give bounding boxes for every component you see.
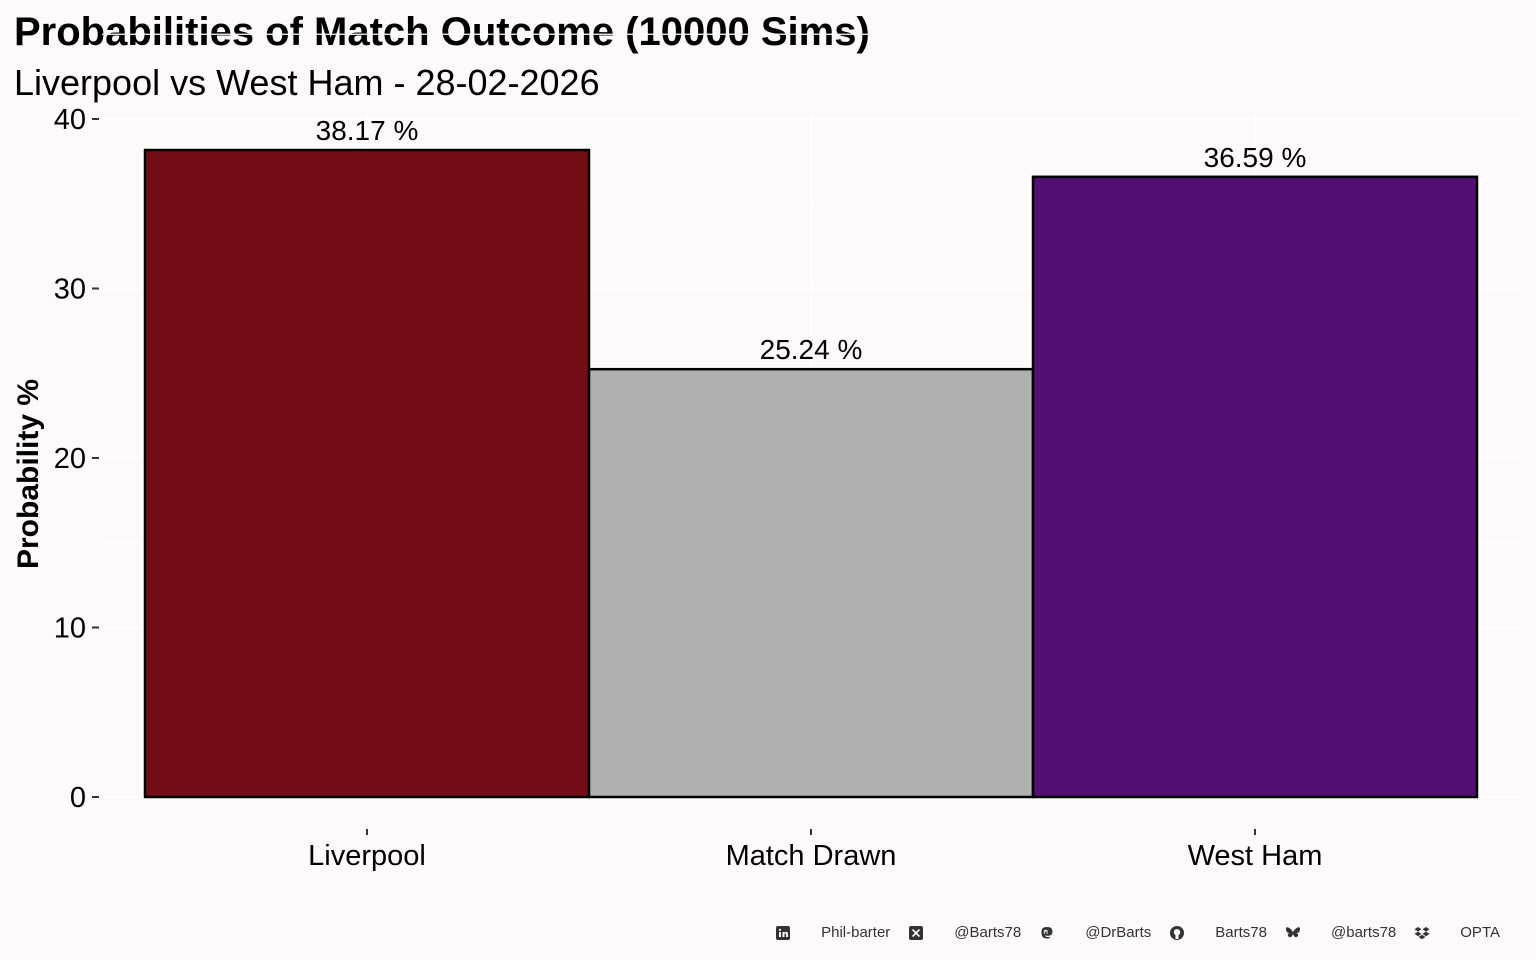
y-axis-label: Probability % [12,379,45,569]
linkedin-icon [775,925,791,941]
footer-text-linkedin: Phil-barter [821,924,891,941]
chart-title: Probabilities of Match Outcome (10000 Si… [14,10,870,54]
y-tick-label: 20 [54,443,86,475]
y-tick-label: 40 [54,104,86,136]
footer-text-mastodon: @DrBarts [1085,924,1152,941]
footer-item-github: Barts78 [1169,924,1285,941]
footer-item-x: @Barts78 [908,924,1039,941]
footer-credits: Phil-barter @Barts78 @DrBarts Barts78 @b… [775,924,1500,941]
x-tick-label: West Ham [1188,840,1323,872]
x-axis: Liverpool Match Drawn West Ham [308,829,1322,872]
mastodon-icon [1039,925,1055,941]
dropbox-icon [1414,925,1430,941]
y-tick-label: 30 [54,274,86,306]
footer-text-opta: OPTA [1460,924,1500,941]
x-tick-label: Liverpool [308,840,426,872]
x-twitter-icon [908,925,924,941]
chart-subtitle: Liverpool vs West Ham - 28-02-2026 [14,62,600,103]
footer-item-opta: OPTA [1414,924,1500,941]
footer-item-linkedin: Phil-barter [775,924,908,941]
github-icon [1169,925,1185,941]
x-tick-label: Match Drawn [726,840,897,872]
bluesky-icon [1285,925,1301,941]
footer-text-github: Barts78 [1215,924,1267,941]
y-tick-label: 0 [70,782,86,814]
footer-item-mastodon: @DrBarts [1039,924,1169,941]
footer-text-x: @Barts78 [954,924,1022,941]
footer-item-bluesky: @barts78 [1285,924,1414,941]
y-tick-label: 10 [54,613,86,645]
bar-value-label: 25.24 % [760,334,863,365]
bar-labels: 38.17 % 25.24 % 36.59 % [316,115,1307,365]
y-axis: 0 10 20 30 40 [54,104,99,814]
bar-match-drawn [587,367,1035,799]
bars [143,148,1479,799]
footer-text-bluesky: @barts78 [1331,924,1397,941]
bar-liverpool [143,148,591,799]
bar-value-label: 36.59 % [1204,142,1307,173]
bar-west-ham [1031,175,1479,799]
bar-value-label: 38.17 % [316,115,419,146]
